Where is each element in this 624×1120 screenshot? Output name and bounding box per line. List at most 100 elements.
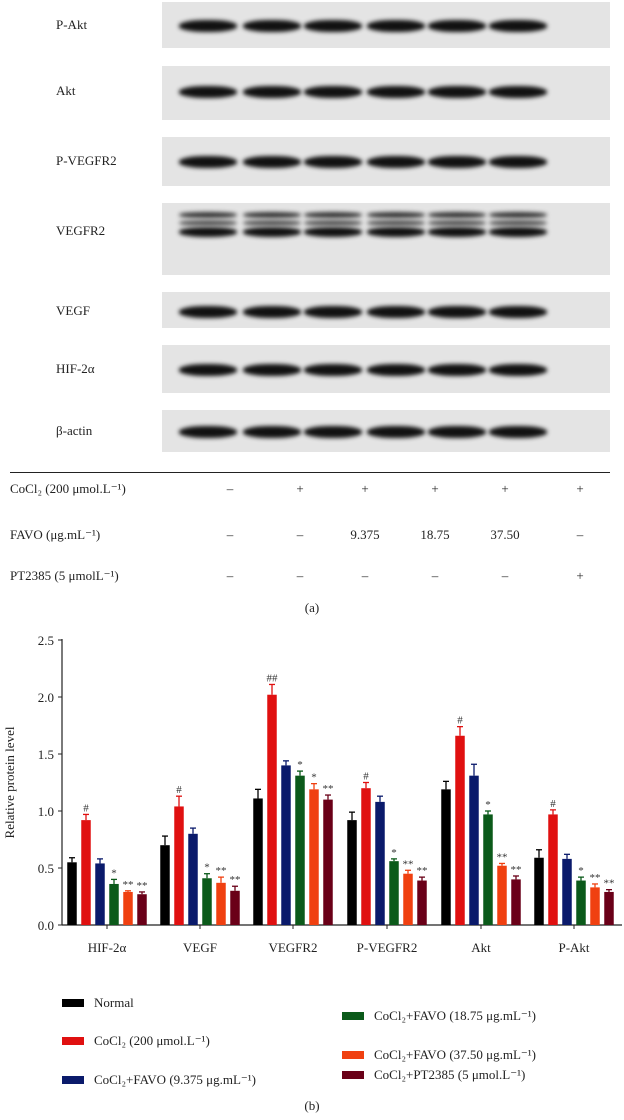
condition-value: + (576, 568, 584, 583)
bar (534, 857, 544, 925)
protein-band (304, 426, 362, 438)
protein-band (304, 86, 362, 98)
blot-strip (162, 410, 610, 452)
y-axis-label: Relative protein level (2, 726, 17, 838)
significance-marker: * (204, 862, 210, 874)
protein-band (428, 86, 486, 98)
divider-line (10, 472, 610, 473)
blot-strip (162, 345, 610, 393)
legend-label: CoCl₂+FAVO (18.75 μg.mL⁻¹) (374, 1008, 537, 1023)
panel-a-caption: (a) (304, 600, 320, 615)
protein-band (489, 156, 547, 168)
bar (441, 789, 451, 925)
bar (361, 788, 371, 925)
significance-marker: ** (511, 864, 522, 876)
condition-value: + (501, 481, 509, 496)
blot-label: P-Akt (56, 17, 88, 32)
bar (216, 882, 226, 925)
x-tick-label: Akt (471, 940, 491, 955)
protein-band (367, 212, 425, 218)
blot-strip (162, 2, 610, 48)
bar (109, 883, 119, 925)
legend-item: CoCl₂+PT2385 (5 μmol.L⁻¹) (342, 1067, 525, 1083)
blot-strip (162, 137, 610, 186)
condition-label: FAVO (μg.mL⁻¹) (10, 527, 101, 542)
protein-band (304, 227, 362, 237)
bar (483, 814, 493, 925)
significance-marker: * (297, 759, 303, 771)
protein-band (489, 220, 547, 226)
blot-label: HIF-2α (56, 361, 95, 376)
bar (323, 799, 333, 925)
protein-band (428, 156, 486, 168)
bar (160, 845, 170, 925)
y-tick-label: 0.0 (38, 918, 54, 933)
protein-band (243, 227, 301, 237)
protein-band (367, 20, 425, 32)
significance-marker: # (83, 802, 89, 814)
bar (202, 878, 212, 925)
legend-label: CoCl₂+FAVO (37.50 μg.mL⁻¹) (374, 1047, 537, 1062)
condition-value: – (431, 568, 439, 583)
blot-strip (162, 66, 610, 120)
protein-band (489, 20, 547, 32)
protein-band (243, 306, 301, 318)
legend-swatch (342, 1071, 364, 1079)
significance-marker: ** (323, 783, 334, 795)
protein-band (179, 364, 237, 376)
condition-value: + (296, 481, 304, 496)
protein-band (367, 227, 425, 237)
bar (267, 694, 277, 925)
significance-marker: # (457, 715, 463, 727)
protein-band (489, 227, 547, 237)
protein-band (428, 212, 486, 218)
protein-band (367, 156, 425, 168)
y-tick-label: 2.0 (38, 690, 54, 705)
significance-marker: * (311, 772, 317, 784)
bar (548, 814, 558, 925)
bar (137, 894, 147, 925)
protein-band (304, 220, 362, 226)
protein-band (179, 156, 237, 168)
legend-item: CoCl₂ (200 μmol.L⁻¹) (62, 1033, 210, 1049)
protein-band (304, 212, 362, 218)
blot-strip (162, 292, 610, 328)
legend-item: CoCl₂+FAVO (18.75 μg.mL⁻¹) (342, 1008, 536, 1024)
significance-marker: # (363, 771, 369, 783)
protein-band (428, 227, 486, 237)
bar (95, 863, 105, 925)
protein-band (428, 220, 486, 226)
bar (81, 820, 91, 925)
blot-label: Akt (56, 83, 76, 98)
protein-band (304, 156, 362, 168)
y-tick-label: 0.5 (38, 861, 54, 876)
condition-value: + (361, 481, 369, 496)
protein-band (489, 306, 547, 318)
legend-swatch (342, 1012, 364, 1020)
legend-swatch (342, 1051, 364, 1059)
significance-marker: ** (590, 872, 601, 884)
protein-band (243, 426, 301, 438)
blot-strip (162, 203, 610, 275)
bar (309, 789, 319, 925)
protein-band (428, 364, 486, 376)
bar (497, 865, 507, 925)
condition-value: – (226, 527, 234, 542)
bar (590, 887, 600, 925)
protein-band (367, 306, 425, 318)
bar (253, 798, 263, 925)
bar (375, 801, 385, 925)
bar (417, 880, 427, 925)
condition-value: 18.75 (420, 527, 450, 542)
protein-band (179, 220, 237, 226)
condition-value: – (501, 568, 509, 583)
significance-marker: ** (230, 874, 241, 886)
protein-band (489, 364, 547, 376)
significance-marker: ** (417, 865, 428, 877)
protein-band (243, 220, 301, 226)
bar (389, 861, 399, 925)
significance-marker: ** (123, 879, 134, 891)
protein-band (179, 227, 237, 237)
bar (576, 880, 586, 925)
condition-label: CoCl₂ (200 μmol.L⁻¹) (10, 481, 126, 496)
